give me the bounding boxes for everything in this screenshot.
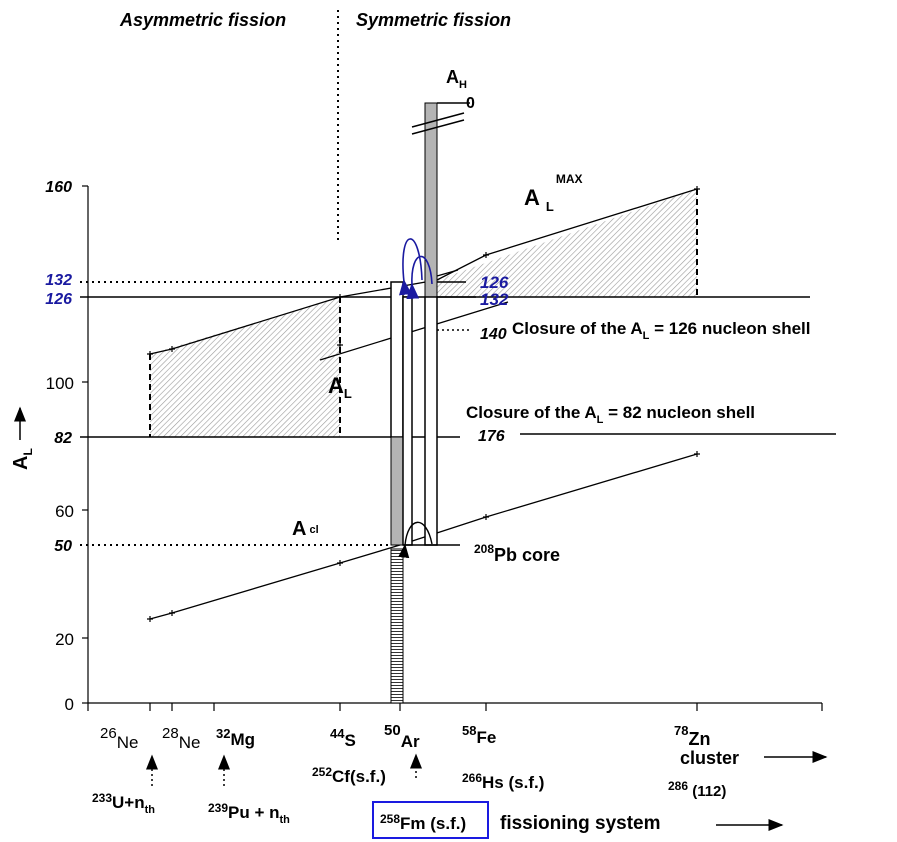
y-axis-ticks xyxy=(82,185,88,704)
system-hs266: 266Hs (s.f.) xyxy=(462,771,544,792)
system-cf252: 252Cf(s.f.) xyxy=(312,765,386,786)
system-e112: 286 (112) xyxy=(668,779,726,800)
bar-132-upper xyxy=(390,281,404,438)
closure-126-annotation: Closure of the AL = 126 nucleon shell xyxy=(512,319,810,342)
label-126-right: 126 xyxy=(480,273,509,292)
y-tick-126: 126 xyxy=(45,291,72,308)
bar-126 xyxy=(402,296,413,546)
a-cl-curve xyxy=(149,453,698,620)
svg-text:AL: AL xyxy=(10,448,35,470)
a-l-curve xyxy=(319,301,509,361)
fissioning-axis-label: fissioning system xyxy=(500,813,661,834)
y-tick-20: 20 xyxy=(55,630,74,649)
curve-markers xyxy=(147,186,700,622)
a-h-zero-label: 0 xyxy=(466,95,475,112)
y-axis-title: AL xyxy=(10,448,35,470)
y-tick-0: 0 xyxy=(65,695,74,714)
cluster-s44: 44S xyxy=(330,726,356,750)
heading-asymmetric: Asymmetric fission xyxy=(119,10,286,30)
y-tick-50: 50 xyxy=(54,538,72,555)
y-tick-132: 132 xyxy=(45,272,72,289)
cluster-zn78: 78Zn xyxy=(674,723,710,749)
symmetric-shaded-region xyxy=(437,189,697,297)
pb-core-striped-bar xyxy=(390,548,404,704)
system-fm258: 258Fm (s.f.) xyxy=(380,812,466,833)
closure-82-annotation: Closure of the AL = 82 nucleon shell xyxy=(466,403,755,426)
y-tick-60: 60 xyxy=(55,502,74,521)
fm258-highlight-box xyxy=(372,801,489,839)
a-l-label: AL xyxy=(328,373,352,401)
system-u233: 233U+nth xyxy=(92,791,155,816)
a-l-max-curve xyxy=(149,188,698,355)
asymmetric-shaded-region xyxy=(150,297,340,437)
cluster-mg32: 32Mg xyxy=(216,726,255,749)
tick-126-slant xyxy=(436,269,459,277)
x-axis-ticks xyxy=(87,703,823,711)
a-h-label: AH xyxy=(446,67,467,91)
label-132-right: 132 xyxy=(480,290,509,309)
bar-140 xyxy=(424,296,438,546)
y-tick-160: 160 xyxy=(45,179,72,196)
y-tick-100: 100 xyxy=(46,374,74,393)
cluster-axis-label: cluster xyxy=(680,748,739,768)
cluster-ne28: 28Ne xyxy=(162,725,200,752)
blue-arc-inner xyxy=(406,255,433,300)
heading-symmetric: Symmetric fission xyxy=(356,10,511,30)
y-tick-82: 82 xyxy=(54,430,72,447)
break-mark-2 xyxy=(411,119,465,135)
a-l-max-label: A LMAX xyxy=(524,172,583,214)
bar-82-gray xyxy=(390,436,404,546)
cluster-ne26: 26Ne xyxy=(100,725,138,752)
cluster-ar50: 50Ar xyxy=(384,722,420,751)
a-h-bar xyxy=(424,102,438,298)
cluster-fe58: 58Fe xyxy=(462,723,496,747)
pb-core-label: 208Pb core xyxy=(474,542,560,565)
black-arc-pb xyxy=(398,521,433,559)
blue-arc-outer xyxy=(398,238,423,296)
break-mark-1 xyxy=(411,112,465,128)
label-176: 176 xyxy=(478,428,505,445)
label-140: 140 xyxy=(480,326,507,343)
system-pu239: 239Pu + nth xyxy=(208,801,290,826)
